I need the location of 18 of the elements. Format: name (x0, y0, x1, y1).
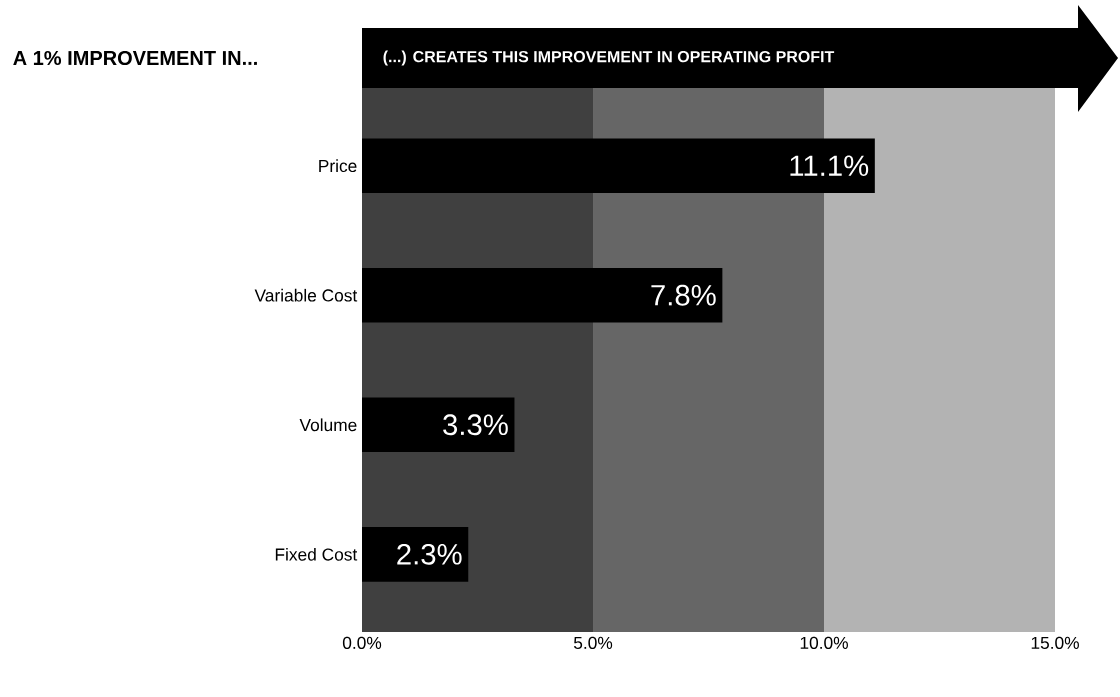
bar (362, 267, 723, 323)
y-tick-label: Volume (299, 418, 357, 432)
bar (362, 526, 469, 582)
text: A 1% IMPROVEMENT IN... (13, 50, 257, 66)
y-tick-label: Price (319, 159, 357, 173)
data-label: 3.3% (443, 414, 508, 436)
data-label: 2.3% (397, 543, 462, 565)
data-label: 11.1% (790, 155, 869, 176)
bar (362, 138, 875, 194)
y-tick-label: Fixed Cost (275, 547, 358, 561)
bar (362, 397, 515, 453)
x-tick-label: 15.0% (1031, 636, 1079, 649)
x-tick-label: 10.0% (800, 636, 848, 649)
data-label: 7.8% (651, 284, 716, 306)
x-axis-title: (...) CREATES THIS IMPROVEMENT IN OPERATING PROFIT (383, 50, 835, 66)
y-tick-label: Variable Cost (254, 288, 358, 302)
x-tick-label: 0.0% (342, 636, 382, 649)
x-tick-label: 5.0% (573, 636, 613, 649)
